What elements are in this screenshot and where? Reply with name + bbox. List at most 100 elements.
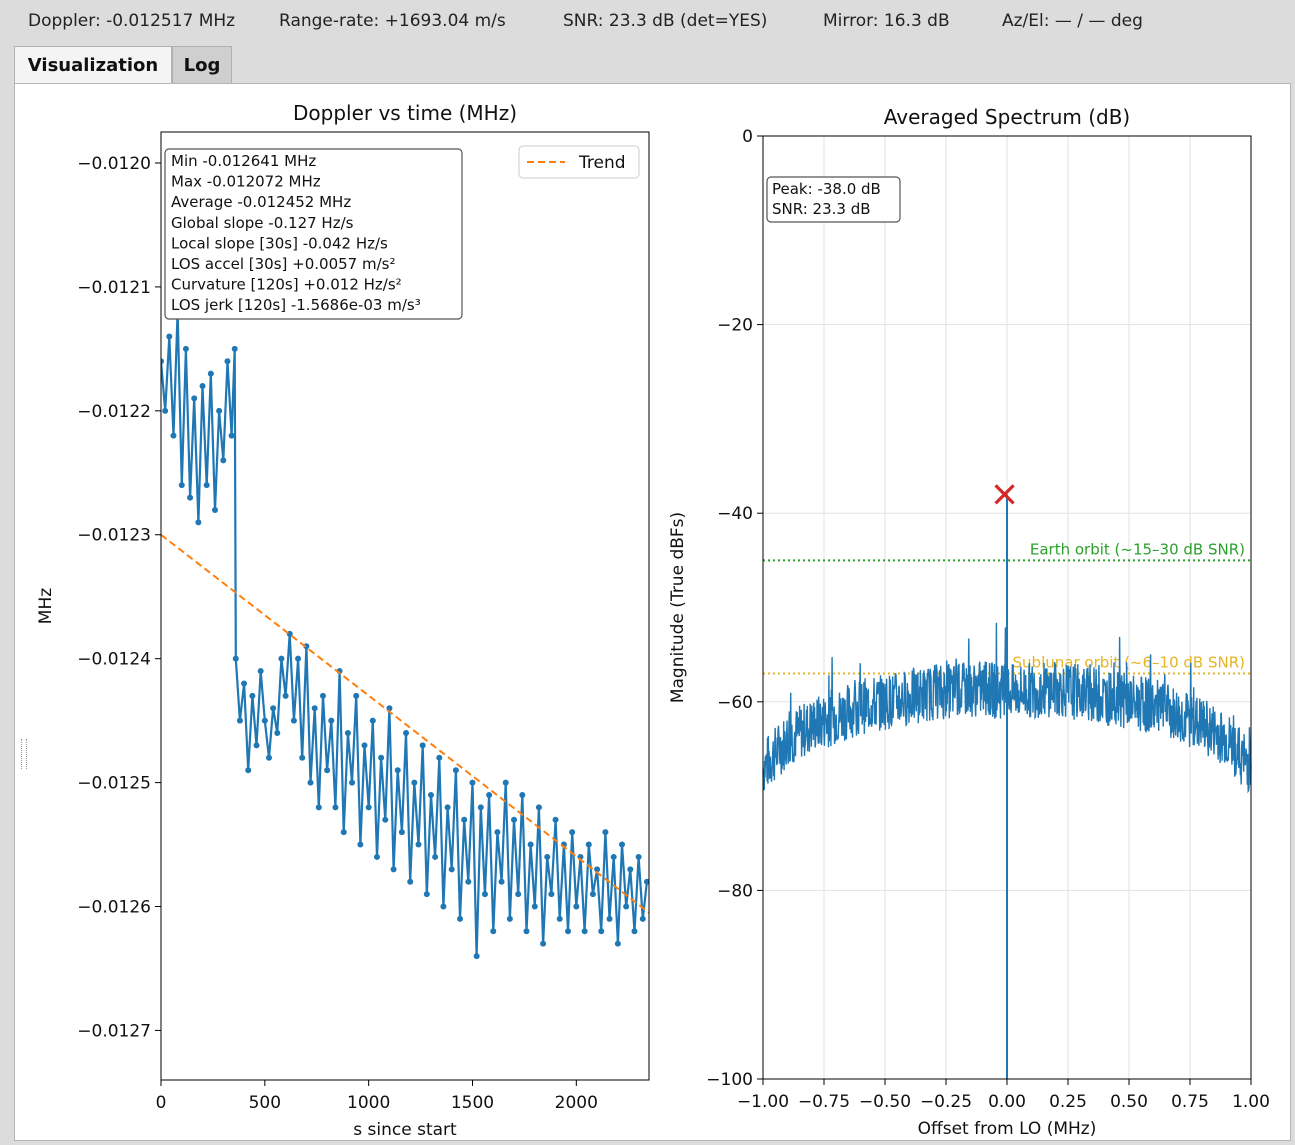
doppler-stats-box: Min -0.012641 MHz Max -0.012072 MHz Averag… (164, 148, 463, 320)
doppler-point (274, 730, 281, 737)
doppler-point (257, 668, 264, 675)
status-doppler: Doppler: -0.012517 MHz (28, 11, 236, 31)
doppler-point (332, 804, 339, 811)
tab-log[interactable]: Log (172, 46, 232, 84)
doppler-xlabel: s since start (353, 1120, 457, 1140)
doppler-point (261, 717, 268, 724)
doppler-plot: 0 500 1000 1500 2000 −0.0120 −0.0121 −0.0122 −0.… (36, 101, 650, 1140)
doppler-point (581, 928, 588, 935)
spectrum-xtick-label: 1.00 (1232, 1092, 1270, 1112)
doppler-point (635, 853, 642, 860)
spectrum-info-box: Peak: -38.0 dB SNR: 23.3 dB (766, 176, 901, 223)
doppler-ytick-label: −0.0125 (77, 774, 151, 794)
doppler-point (211, 506, 218, 513)
status-snr: SNR: 23.3 dB (det=YES) (563, 11, 768, 31)
doppler-point (569, 829, 576, 836)
reference-line-label: Earth orbit (~15–30 dB SNR) (1030, 540, 1245, 558)
doppler-series-line (161, 311, 648, 957)
doppler-point (457, 915, 464, 922)
doppler-xtick-label: 0 (156, 1093, 167, 1113)
info-line: Peak: -38.0 dB (772, 180, 881, 198)
doppler-point (166, 333, 173, 340)
doppler-point (319, 692, 326, 699)
doppler-point (290, 717, 297, 724)
doppler-point (515, 891, 522, 898)
stats-line: Global slope -0.127 Hz/s (171, 214, 354, 232)
doppler-point (473, 953, 480, 960)
doppler-point (282, 692, 289, 699)
stats-line: Average -0.012452 MHz (171, 193, 351, 211)
legend-box (518, 145, 640, 179)
spectrum-xtick-label: 0.25 (1049, 1092, 1087, 1112)
doppler-point (486, 791, 493, 798)
doppler-point (573, 903, 580, 910)
tab-visualization[interactable]: Visualization (14, 46, 172, 84)
doppler-point (195, 519, 202, 526)
doppler-ytick-label: −0.0123 (77, 526, 151, 546)
doppler-xtick-label: 1500 (451, 1093, 494, 1113)
doppler-point (311, 705, 318, 712)
doppler-point (394, 767, 401, 774)
doppler-point (191, 395, 198, 402)
doppler-point (610, 853, 617, 860)
doppler-point (361, 742, 368, 749)
doppler-point (565, 928, 572, 935)
doppler-point (614, 940, 621, 947)
doppler-point (170, 432, 177, 439)
doppler-point (506, 915, 513, 922)
doppler-point (344, 730, 351, 737)
doppler-point (161, 358, 164, 365)
doppler-point (353, 692, 360, 699)
doppler-point (207, 370, 214, 377)
doppler-point (527, 841, 534, 848)
doppler-point (299, 754, 306, 761)
doppler-point (461, 816, 468, 823)
doppler-point (523, 928, 530, 935)
spectrum-xlabel: Offset from LO (MHz) (918, 1119, 1097, 1139)
status-range-rate: Range-rate: +1693.04 m/s (279, 11, 506, 31)
stats-line: LOS jerk [120s] -1.5686e-03 m/s³ (171, 296, 421, 314)
doppler-ytick-label: −0.0120 (77, 154, 151, 174)
doppler-point (373, 853, 380, 860)
stats-line: Max -0.012072 MHz (171, 173, 321, 191)
doppler-point (585, 841, 592, 848)
resize-grip[interactable] (21, 739, 27, 769)
doppler-point (452, 767, 459, 774)
spectrum-ytick-label: −20 (717, 316, 753, 336)
doppler-point (598, 928, 605, 935)
doppler-point (448, 866, 455, 873)
doppler-point (552, 816, 559, 823)
doppler-point (295, 655, 302, 662)
spectrum-xtick-label: 0.00 (988, 1092, 1026, 1112)
doppler-point (619, 841, 626, 848)
doppler-point (307, 779, 314, 786)
stats-line: LOS accel [30s] +0.0057 m/s² (171, 255, 395, 273)
doppler-point (602, 829, 609, 836)
doppler-point (199, 383, 206, 390)
spectrum-xtick-label: −0.25 (920, 1092, 972, 1112)
doppler-point (502, 779, 509, 786)
doppler-point (465, 878, 472, 885)
doppler-point (498, 878, 505, 885)
info-box-frame (766, 176, 901, 223)
spectrum-ytick-label: −80 (717, 881, 753, 901)
doppler-point (556, 915, 563, 922)
spectrum-frame (762, 135, 1252, 1080)
info-line: SNR: 23.3 dB (772, 200, 871, 218)
stats-line: Min -0.012641 MHz (171, 152, 316, 170)
doppler-point (324, 767, 331, 774)
doppler-point (340, 829, 347, 836)
doppler-title: Doppler vs time (MHz) (293, 101, 517, 125)
doppler-point (315, 804, 322, 811)
doppler-point (627, 866, 634, 873)
doppler-legend: Trend (518, 145, 640, 179)
doppler-point (481, 891, 488, 898)
doppler-point (378, 754, 385, 761)
doppler-ytick-label: −0.0122 (77, 402, 151, 422)
doppler-point (241, 680, 248, 687)
doppler-point (423, 891, 430, 898)
doppler-ytick-label: −0.0124 (77, 650, 151, 670)
stats-line: Curvature [120s] +0.012 Hz/s² (171, 276, 402, 294)
doppler-point (415, 841, 422, 848)
visualization-panel: 0 500 1000 1500 2000 −0.0120 −0.0121 −0.0122 −0.… (14, 83, 1291, 1141)
